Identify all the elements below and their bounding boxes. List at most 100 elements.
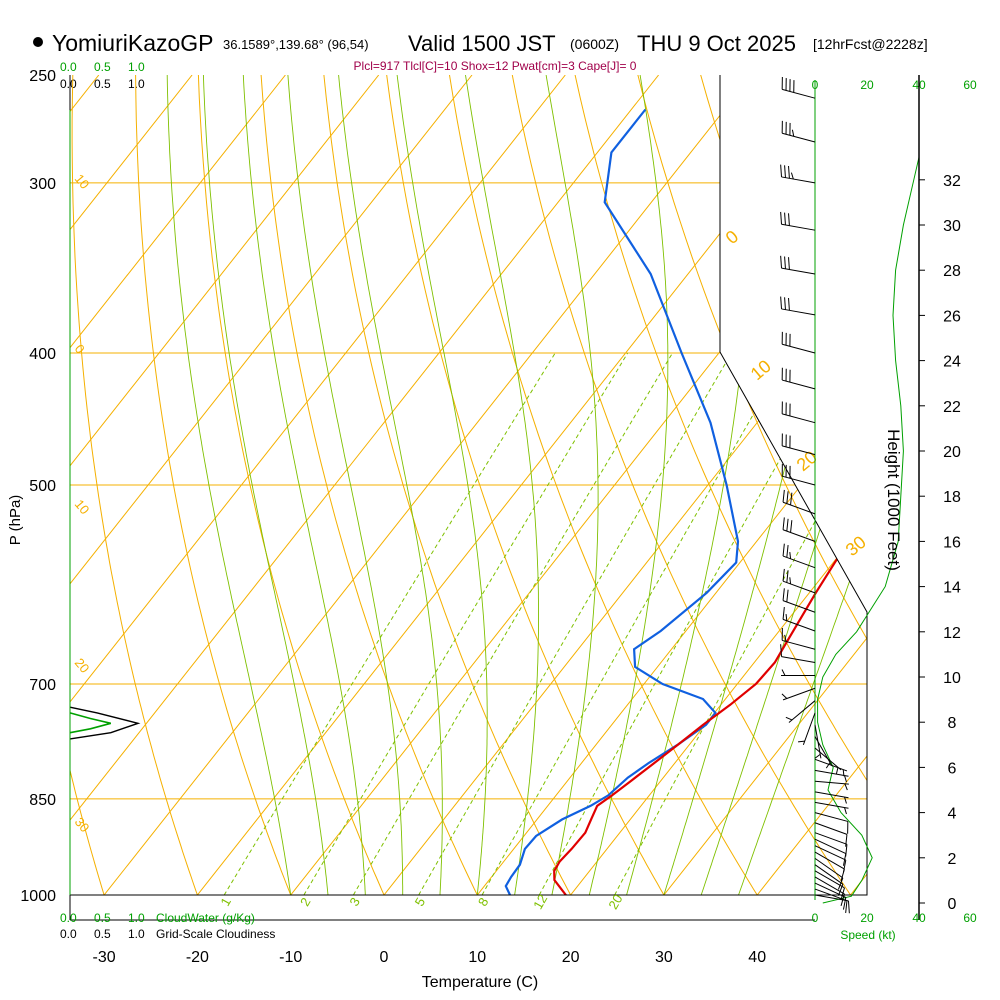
barb-staff <box>788 700 816 723</box>
barb-half <box>842 769 845 777</box>
wind-barb <box>782 588 816 613</box>
pressure-tick-label: 250 <box>29 68 56 85</box>
moist-adiabat <box>287 75 404 895</box>
barb-full <box>782 543 785 557</box>
wind-barb <box>814 780 849 791</box>
barb-staff <box>814 812 848 822</box>
height-tick-label: 10 <box>943 670 961 687</box>
temperature-line <box>553 108 867 895</box>
barb-half <box>789 577 792 585</box>
barb-staff <box>814 870 845 889</box>
isotherm-line <box>383 75 867 895</box>
barb-staff <box>782 529 816 542</box>
barb-full <box>780 296 783 309</box>
moist-adiabat <box>396 75 488 895</box>
barb-staff <box>781 656 816 664</box>
x-axis-title: Temperature (C) <box>422 974 538 991</box>
wind-barb <box>814 845 847 873</box>
dry-adiabat-label: 30 <box>72 814 93 835</box>
barb-full <box>784 212 786 226</box>
isotherm-line <box>0 75 6 895</box>
wind-barb <box>782 489 816 515</box>
mixing-ratio-label: 8 <box>475 895 492 909</box>
dry-adiabat <box>817 75 867 895</box>
barb-staff <box>814 845 847 861</box>
wind-barb <box>781 120 816 143</box>
station-coords: 36.1589°,139.68° (96,54) <box>223 37 369 52</box>
barb-half <box>844 807 847 815</box>
cloudiness-scale-top-0: 0.0 <box>60 77 77 91</box>
dry-adiabat <box>321 75 572 895</box>
isotherm-line <box>70 75 380 895</box>
cloud-profile <box>69 110 141 895</box>
wind-barb <box>814 876 845 907</box>
wind-barb <box>781 687 816 701</box>
isotherm-line <box>70 75 286 895</box>
speed-scale-0: 0 <box>812 911 819 925</box>
wind-barb <box>780 255 816 275</box>
height-tick-label: 16 <box>943 534 961 551</box>
wind-barb <box>814 864 844 896</box>
barb-full <box>842 897 847 910</box>
temperature-tick-label: -10 <box>279 949 302 966</box>
cloud-water-scale-top-2: 1.0 <box>128 60 145 74</box>
isotherm-label: 0 <box>722 226 743 248</box>
wind-barb <box>781 463 816 486</box>
barb-full <box>788 297 790 311</box>
wind-barb <box>781 669 815 677</box>
mixing-ratio-label: 12 <box>530 892 550 912</box>
pressure-tick-label: 850 <box>29 792 56 809</box>
barb-full <box>845 900 848 914</box>
barb-full <box>788 165 790 179</box>
dry-adiabat <box>71 75 198 895</box>
pressure-tick-label: 700 <box>29 677 56 694</box>
mixing-ratio-line <box>418 352 732 895</box>
barb-staff <box>814 882 847 898</box>
isotherm-line <box>70 75 193 895</box>
wind-barb <box>781 628 816 650</box>
temperature-tick-label: 40 <box>748 949 766 966</box>
wind-barb <box>814 822 848 847</box>
height-tick-label: 4 <box>948 806 957 823</box>
dewpoint-layer <box>504 108 740 895</box>
wind-speed-line <box>817 157 920 904</box>
barb-staff <box>781 176 816 184</box>
barb-staff <box>781 308 816 316</box>
speed-scale-top-3: 60 <box>963 78 977 92</box>
barb-full <box>784 256 786 269</box>
barb-staff <box>781 223 816 231</box>
cloudiness-scale-top-2: 1.0 <box>128 77 145 91</box>
dewpoint-line <box>504 108 740 895</box>
barb-full <box>786 589 789 603</box>
dry-adiabat-label: 0 <box>72 341 88 356</box>
barb-staff <box>782 639 816 650</box>
barb-staff <box>782 379 816 390</box>
speed-scale-1: 20 <box>860 911 874 925</box>
height-tick-label: 8 <box>948 715 957 732</box>
cloudiness-line <box>69 706 141 740</box>
wind-barb <box>814 791 849 804</box>
speed-axis-title: Speed (kt) <box>840 928 895 942</box>
barb-half <box>784 634 787 642</box>
barb-staff <box>782 555 816 569</box>
temperature-tick-label: -30 <box>93 949 116 966</box>
speed-scale-top-1: 20 <box>860 78 874 92</box>
barb-staff <box>814 857 844 879</box>
height-tick-label: 20 <box>943 444 961 461</box>
cloud-water-scale-top-0: 0.0 <box>60 60 77 74</box>
mixing-ratio-line <box>303 352 629 895</box>
pressure-tick-label: 1000 <box>20 888 56 905</box>
barb-half <box>785 716 793 721</box>
valid-time: Valid 1500 JST <box>408 31 556 56</box>
isotherm-label: 30 <box>842 532 870 560</box>
height-tick-label: 14 <box>943 580 961 597</box>
barb-full <box>790 492 793 506</box>
dry-adiabat-label: 10 <box>72 171 93 192</box>
wind-barb <box>781 401 816 424</box>
barb-half <box>798 740 805 743</box>
dry-adiabat <box>445 75 758 895</box>
y-axis-title: P (hPa) <box>7 495 24 546</box>
barb-full <box>845 834 848 847</box>
isotherm-label: 20 <box>793 447 821 475</box>
